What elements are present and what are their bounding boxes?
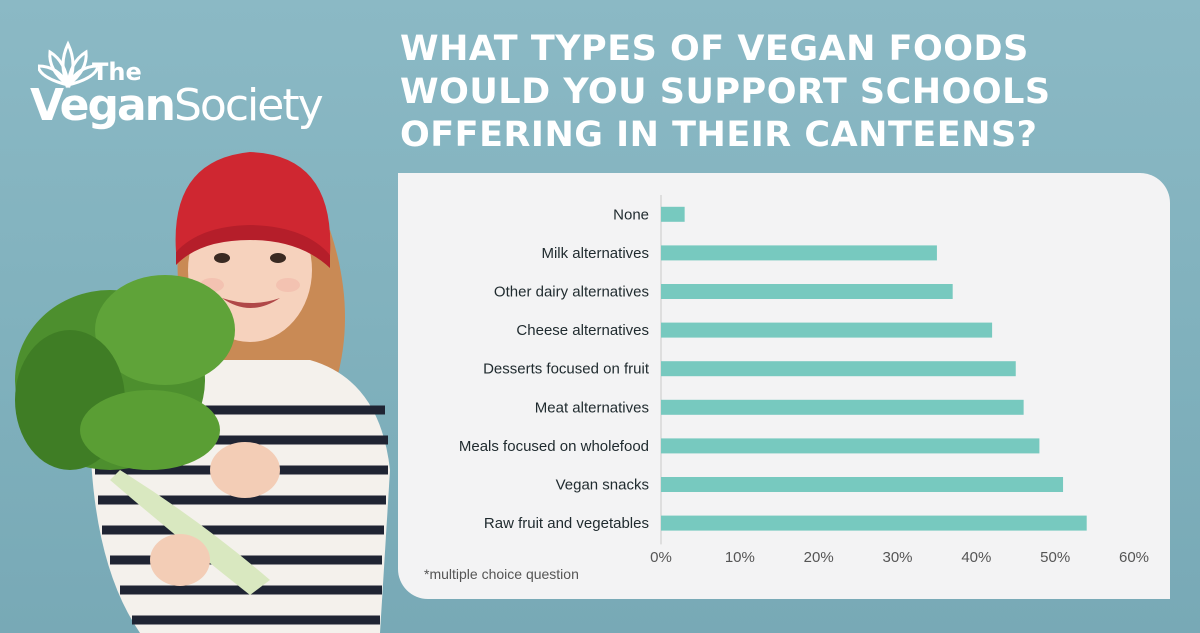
girl-with-lettuce-photo	[15, 152, 390, 633]
bar	[661, 245, 937, 261]
bar	[661, 438, 1040, 454]
category-label: Other dairy alternatives	[494, 284, 649, 301]
flower-logo-icon	[38, 40, 98, 89]
category-label: Raw fruit and vegetables	[484, 515, 649, 532]
x-tick-label: 10%	[725, 549, 755, 566]
bar	[661, 477, 1064, 492]
logo-vegan-text: Vegan	[30, 80, 176, 131]
chart-card: None Milk alternatives Other dairy alterna…	[398, 173, 1170, 599]
logo-society-text: Society	[174, 80, 324, 131]
page-title: WHAT TYPES OF VEGAN FOODS WOULD YOU SUPP…	[400, 29, 1051, 155]
bar	[661, 206, 685, 222]
x-tick-label: 50%	[1040, 549, 1070, 566]
x-tick-label: 0%	[650, 549, 672, 566]
footnote: *multiple choice question	[424, 566, 579, 582]
bar	[661, 322, 993, 338]
vegan-society-logo: The VeganSociety	[30, 40, 350, 140]
bar	[661, 284, 953, 299]
x-tick-label: 30%	[882, 549, 912, 566]
logo-the-text: The	[92, 58, 142, 86]
bar-chart: None Milk alternatives Other dairy alterna…	[459, 195, 1149, 566]
category-label: Meals focused on wholefood	[459, 438, 649, 455]
bar	[661, 515, 1087, 531]
category-label: Desserts focused on fruit	[483, 361, 650, 378]
logo-name-text: VeganSociety	[30, 80, 324, 131]
category-label: None	[613, 206, 649, 223]
x-tick-label: 60%	[1119, 549, 1149, 566]
lettuce-leaves	[15, 275, 270, 595]
bar	[661, 399, 1024, 415]
x-tick-label: 20%	[804, 549, 834, 566]
bar	[661, 361, 1016, 377]
category-label: Vegan snacks	[556, 477, 649, 494]
x-tick-label: 40%	[961, 549, 991, 566]
red-hat	[175, 152, 331, 255]
category-label: Cheese alternatives	[516, 322, 649, 339]
category-label: Milk alternatives	[541, 245, 649, 262]
category-label: Meat alternatives	[535, 399, 649, 416]
